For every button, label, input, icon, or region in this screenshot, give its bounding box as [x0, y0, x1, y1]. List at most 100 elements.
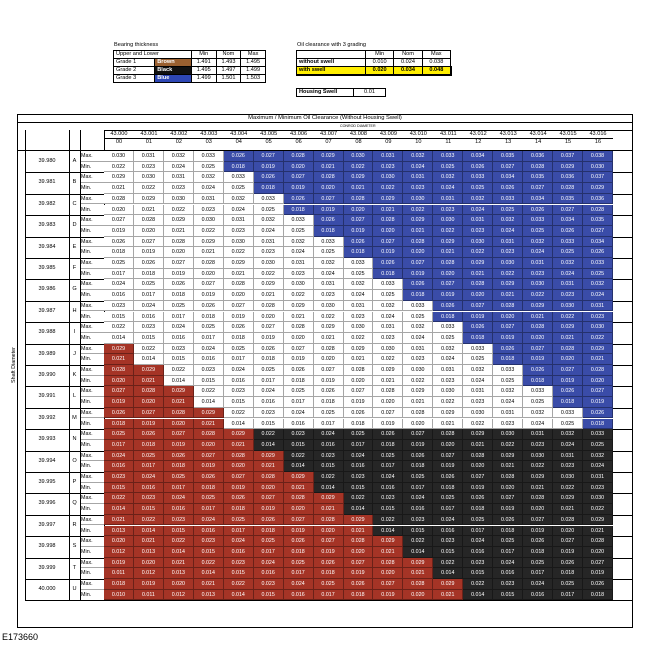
grid-divider — [17, 150, 633, 151]
clearance-max-cell: 0.033 — [523, 215, 554, 226]
clearance-min-cell: 0.025 — [523, 225, 554, 237]
row-max-label: Max. — [80, 172, 104, 184]
clearance-min-cell: 0.020 — [253, 482, 284, 494]
clearance-min-cell: 0.020 — [553, 525, 584, 537]
clearance-min-cell: 0.029 — [583, 183, 613, 194]
clearance-max-cell: 0.022 — [253, 429, 284, 440]
clearance-min-cell: 0.015 — [223, 397, 254, 408]
clearance-min-cell: 0.010 — [104, 589, 134, 601]
clearance-min-cell: 0.018 — [313, 225, 344, 237]
clearance-max-cell: 0.032 — [403, 322, 434, 333]
clearance-min-cell: 0.022 — [373, 354, 404, 365]
clearance-max-cell: 0.030 — [463, 236, 494, 248]
clearance-min-cell: 0.019 — [433, 461, 464, 472]
clearance-min-cell: 0.017 — [223, 354, 254, 365]
clearance-min-cell: 0.017 — [403, 482, 434, 494]
clearance-min-cell: 0.025 — [373, 290, 404, 301]
clearance-max-cell: 0.026 — [343, 236, 374, 248]
clearance-min-cell: 0.020 — [373, 225, 404, 237]
clearance-min-cell: 0.018 — [163, 461, 194, 472]
clearance-min-cell: 0.023 — [583, 482, 613, 494]
clearance-min-cell: 0.023 — [523, 439, 554, 451]
clearance-min-cell: 0.021 — [373, 546, 404, 558]
bearing-thickness-table: Upper and Lower Min Nom Max Grade 1 Brow… — [112, 50, 266, 83]
clearance-max-cell: 0.021 — [133, 536, 164, 547]
clearance-min-cell: 0.027 — [583, 225, 613, 237]
clearance-max-cell: 0.032 — [463, 365, 494, 376]
clearance-min-cell: 0.019 — [313, 546, 344, 558]
clearance-max-cell: 0.026 — [373, 258, 404, 269]
clearance-max-cell: 0.025 — [493, 536, 524, 547]
clearance-min-cell: 0.015 — [104, 311, 134, 323]
clearance-max-cell: 0.022 — [104, 322, 134, 333]
clearance-max-cell: 0.022 — [373, 514, 404, 526]
clearance-max-cell: 0.024 — [493, 557, 524, 569]
clearance-min-cell: 0.019 — [373, 589, 404, 601]
clearance-min-cell: 0.014 — [193, 397, 224, 408]
clearance-min-cell: 0.018 — [433, 311, 464, 323]
clearance-max-cell: 0.029 — [403, 215, 434, 226]
clearance-min-cell: 0.021 — [343, 525, 374, 537]
clearance-min-cell: 0.025 — [313, 247, 344, 258]
clearance-max-cell: 0.026 — [523, 536, 554, 547]
row-min-label: Min. — [81, 227, 92, 234]
column-header-code: 08 — [343, 138, 374, 146]
clearance-max-cell: 0.024 — [343, 450, 374, 462]
clearance-max-cell: 0.028 — [104, 365, 134, 376]
clearance-min-cell: 0.019 — [133, 247, 164, 258]
clearance-max-cell: 0.028 — [283, 151, 314, 162]
clearance-min-cell: 0.017 — [373, 461, 404, 472]
bearing-header-max: Max — [240, 50, 266, 59]
clearance-min-cell: 0.020 — [583, 546, 613, 558]
clearance-min-cell: 0.015 — [223, 568, 254, 579]
clearance-nom: 0.034 — [393, 66, 423, 75]
column-header-diameter: 43.007 — [319, 131, 338, 137]
clearance-max-cell: 0.026 — [313, 557, 344, 569]
clearance-min-cell: 0.018 — [523, 546, 554, 558]
clearance-max-cell: 0.026 — [283, 365, 314, 376]
clearance-min-cell: 0.026 — [583, 247, 613, 258]
clearance-min-cell: 0.015 — [133, 332, 164, 344]
clearance-min-cell: 0.021 — [313, 504, 344, 515]
row-shaft-diameter: 39.989 — [38, 350, 56, 357]
clearance-max-cell: 0.028 — [343, 365, 374, 376]
clearance-max-cell: 0.032 — [553, 429, 584, 440]
clearance-min-cell: 0.023 — [403, 354, 434, 365]
clearance-max-cell: 0.032 — [433, 343, 464, 355]
bearing-header-min: Min — [190, 50, 217, 59]
clearance-min-cell: 0.025 — [223, 183, 254, 194]
grade-color-swatch: Brown — [154, 58, 192, 67]
clearance-min-cell: 0.016 — [343, 461, 374, 472]
clearance-min-cell: 0.027 — [553, 204, 584, 216]
clearance-max-cell: 0.033 — [553, 236, 584, 248]
row-shaft-diameter: 39.996 — [38, 500, 56, 507]
clearance-min-cell: 0.019 — [163, 268, 194, 280]
row-max-label: Max. — [80, 344, 104, 355]
clearance-max-cell: 0.026 — [313, 386, 344, 398]
clearance-min: 0.020 — [364, 66, 395, 75]
row-min-label: Min. — [81, 399, 92, 406]
clearance-max-cell: 0.029 — [523, 300, 554, 312]
clearance-min-cell: 0.018 — [193, 482, 224, 494]
clearance-max-cell: 0.029 — [283, 472, 314, 483]
clearance-header-min: Min — [364, 50, 395, 59]
clearance-min-cell: 0.015 — [433, 546, 464, 558]
clearance-min-cell: 0.019 — [583, 568, 613, 579]
clearance-max-cell: 0.027 — [253, 322, 284, 333]
clearance-max-cell: 0.033 — [343, 258, 374, 269]
clearance-min-cell: 0.017 — [283, 568, 314, 579]
clearance-header-blank — [296, 50, 366, 59]
clearance-min-cell: 0.017 — [163, 482, 194, 494]
clearance-max-cell: 0.031 — [133, 151, 164, 162]
clearance-max-cell: 0.022 — [104, 493, 134, 505]
clearance-max-cell: 0.029 — [313, 151, 344, 162]
clearance-min-cell: 0.022 — [133, 183, 164, 194]
clearance-max-cell: 0.024 — [463, 536, 494, 547]
clearance-min-cell: 0.021 — [553, 504, 584, 515]
clearance-max-cell: 0.027 — [523, 343, 554, 355]
clearance-min-cell: 0.022 — [253, 268, 284, 280]
clearance-max-cell: 0.033 — [193, 151, 224, 162]
clearance-max-cell: 0.024 — [163, 322, 194, 333]
clearance-min-cell: 0.023 — [253, 247, 284, 258]
clearance-max-cell: 0.028 — [193, 258, 224, 269]
